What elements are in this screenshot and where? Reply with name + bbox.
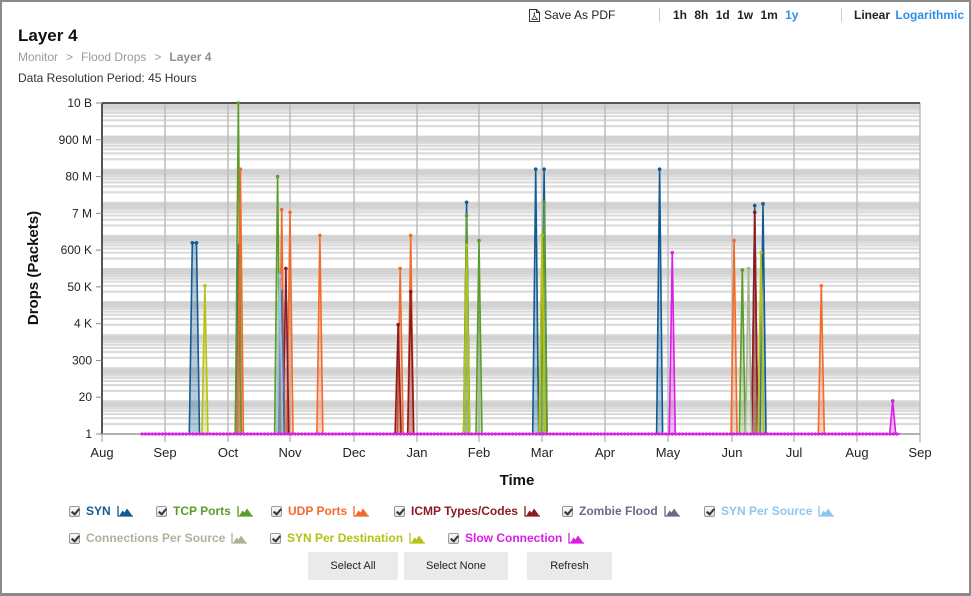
svg-text:Aug: Aug <box>845 445 868 460</box>
range-8h[interactable]: 8h <box>694 8 709 22</box>
legend-label: SYN Per Source <box>721 504 813 518</box>
range-1h[interactable]: 1h <box>673 8 688 22</box>
svg-text:Jan: Jan <box>407 445 428 460</box>
time-range-selector: 1h 8h 1d 1w 1m 1y <box>673 8 802 22</box>
legend-item-zombie-flood[interactable]: Zombie Flood <box>562 504 680 518</box>
area-chart-icon <box>409 532 426 544</box>
svg-text:80 M: 80 M <box>65 170 92 184</box>
refresh-button[interactable]: Refresh <box>527 552 612 580</box>
legend-label: SYN <box>86 504 111 518</box>
pdf-icon <box>529 8 540 22</box>
area-chart-icon <box>231 532 248 544</box>
svg-text:May: May <box>656 445 681 460</box>
svg-text:Aug: Aug <box>90 445 113 460</box>
legend-item-syn-per-destination[interactable]: SYN Per Destination <box>270 531 426 545</box>
svg-text:Sep: Sep <box>908 445 931 460</box>
page-title: Layer 4 <box>18 26 78 45</box>
scale-selector: Linear Logarithmic <box>854 8 966 22</box>
legend-label: TCP Ports <box>173 504 231 518</box>
svg-text:4 K: 4 K <box>74 317 92 331</box>
breadcrumb-current: Layer 4 <box>169 50 212 64</box>
legend-label: Zombie Flood <box>579 504 658 518</box>
legend-label: UDP Ports <box>288 504 348 518</box>
legend-checkbox[interactable] <box>448 532 459 544</box>
data-resolution: Data Resolution Period: 45 Hours <box>18 71 197 85</box>
legend-label: Slow Connection <box>465 531 563 545</box>
legend-label: Connections Per Source <box>86 531 226 545</box>
legend-checkbox[interactable] <box>69 532 80 544</box>
legend-checkbox[interactable] <box>270 532 281 544</box>
select-all-button[interactable]: Select All <box>308 552 398 580</box>
svg-text:Time: Time <box>500 472 535 489</box>
legend-item-connections-per-source[interactable]: Connections Per Source <box>69 531 248 545</box>
svg-text:900 M: 900 M <box>59 133 92 147</box>
series-layer <box>140 101 900 436</box>
save-pdf-label: Save As PDF <box>544 8 616 22</box>
save-pdf-button[interactable]: Save As PDF <box>529 8 615 22</box>
legend-checkbox[interactable] <box>156 505 167 517</box>
svg-text:Oct: Oct <box>218 445 239 460</box>
scale-logarithmic[interactable]: Logarithmic <box>895 8 965 22</box>
legend-checkbox[interactable] <box>562 505 573 517</box>
breadcrumb-separator: > <box>66 50 74 64</box>
area-chart-icon <box>117 505 133 517</box>
svg-text:300: 300 <box>72 353 92 367</box>
range-1d[interactable]: 1d <box>715 8 730 22</box>
legend-item-udp-ports[interactable]: UDP Ports <box>271 504 370 518</box>
breadcrumb-monitor[interactable]: Monitor <box>18 50 59 64</box>
legend-checkbox[interactable] <box>394 505 405 517</box>
area-chart-icon <box>524 505 540 517</box>
svg-text:Feb: Feb <box>468 445 490 460</box>
svg-text:7 M: 7 M <box>72 206 92 220</box>
svg-text:600 K: 600 K <box>61 243 92 257</box>
toolbar-divider <box>659 8 660 22</box>
area-chart-icon <box>818 505 835 517</box>
range-1y[interactable]: 1y <box>785 8 799 22</box>
area-chart-icon <box>237 505 253 517</box>
svg-text:Nov: Nov <box>278 445 302 460</box>
svg-text:Mar: Mar <box>531 445 554 460</box>
legend-label: SYN Per Destination <box>287 531 404 545</box>
legend-item-slow-connection[interactable]: Slow Connection <box>448 531 585 545</box>
breadcrumb-separator: > <box>154 50 162 64</box>
breadcrumb-flood-drops[interactable]: Flood Drops <box>81 50 147 64</box>
legend-label: ICMP Types/Codes <box>411 504 518 518</box>
svg-text:50 K: 50 K <box>67 280 92 294</box>
svg-text:Dec: Dec <box>342 445 366 460</box>
toolbar-divider <box>841 8 842 22</box>
svg-text:Drops (Packets): Drops (Packets) <box>25 211 42 325</box>
grid <box>101 102 921 442</box>
legend-item-syn[interactable]: SYN <box>69 504 133 518</box>
range-1m[interactable]: 1m <box>760 8 778 22</box>
area-chart-icon <box>353 505 370 517</box>
svg-text:Sep: Sep <box>153 445 176 460</box>
svg-text:Jun: Jun <box>722 445 743 460</box>
range-1w[interactable]: 1w <box>737 8 754 22</box>
legend-checkbox[interactable] <box>704 505 715 517</box>
svg-text:Apr: Apr <box>595 445 616 460</box>
svg-text:10 B: 10 B <box>67 96 92 110</box>
legend-item-icmp-types-codes[interactable]: ICMP Types/Codes <box>394 504 540 518</box>
breadcrumb: Monitor > Flood Drops > Layer 4 <box>18 50 211 64</box>
svg-text:20: 20 <box>79 390 93 404</box>
svg-text:Jul: Jul <box>786 445 803 460</box>
drops-chart: 1 20 300 4 K 50 K 600 K 7 M 80 M 900 M 10 B Aug Sep… <box>25 96 932 489</box>
select-none-button[interactable]: Select None <box>404 552 508 580</box>
legend-checkbox[interactable] <box>271 505 282 517</box>
legend-checkbox[interactable] <box>69 505 80 517</box>
scale-linear[interactable]: Linear <box>854 8 891 22</box>
series-slow-connection <box>140 250 900 436</box>
legend-item-syn-per-source[interactable]: SYN Per Source <box>704 504 835 518</box>
area-chart-icon <box>664 505 680 517</box>
legend-item-tcp-ports[interactable]: TCP Ports <box>156 504 253 518</box>
svg-text:1: 1 <box>85 427 92 441</box>
area-chart-icon <box>568 532 585 544</box>
